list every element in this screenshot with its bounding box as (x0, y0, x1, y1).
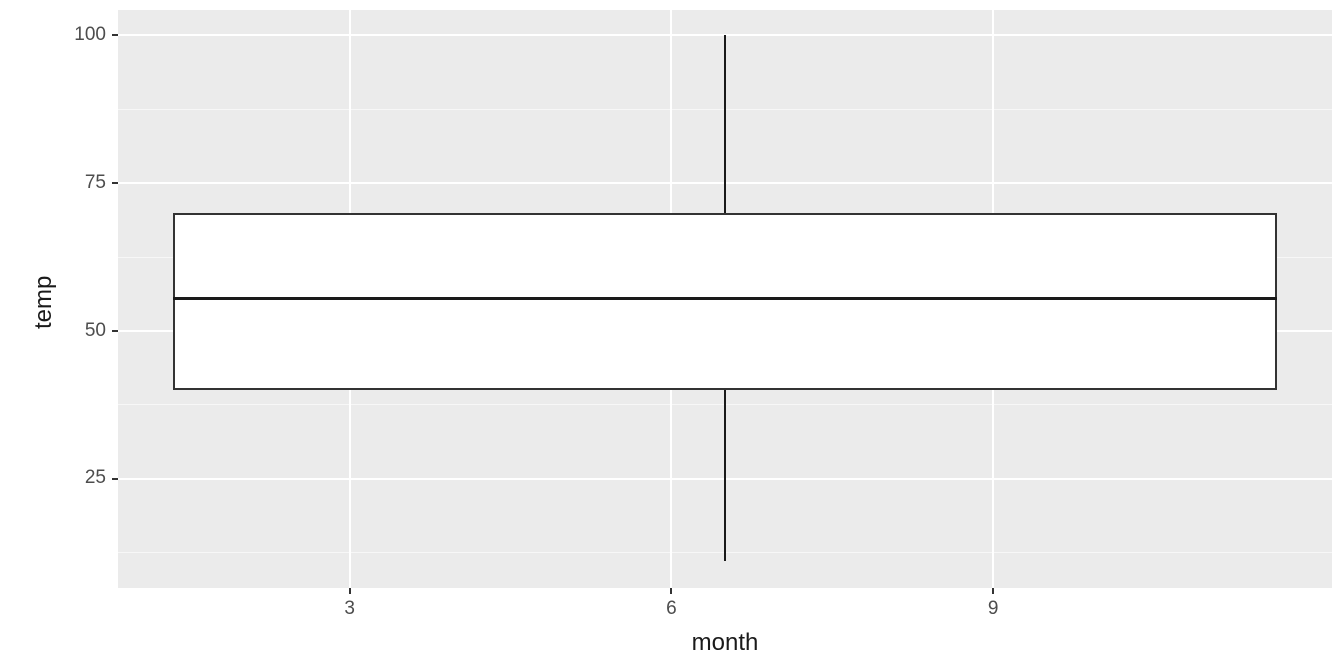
y-tick (112, 478, 118, 480)
y-tick-label: 75 (85, 172, 106, 194)
x-tick (992, 588, 994, 594)
y-tick-label: 50 (85, 320, 106, 342)
whisker (724, 35, 726, 212)
x-tick (349, 588, 351, 594)
x-tick-label: 3 (344, 598, 355, 620)
y-tick (112, 34, 118, 36)
y-axis-label: temp (30, 276, 58, 329)
y-tick-label: 100 (74, 24, 106, 46)
box-rect (173, 213, 1278, 390)
boxplot-chart: 25 50 75 100 3 6 9 temp month (0, 0, 1344, 672)
x-axis-label: month (692, 629, 759, 657)
median-line (173, 297, 1278, 300)
x-tick-label: 9 (988, 598, 999, 620)
x-tick (670, 588, 672, 594)
y-tick (112, 182, 118, 184)
y-tick (112, 330, 118, 332)
x-tick-label: 6 (666, 598, 677, 620)
y-tick-label: 25 (85, 467, 106, 489)
whisker (724, 390, 726, 561)
